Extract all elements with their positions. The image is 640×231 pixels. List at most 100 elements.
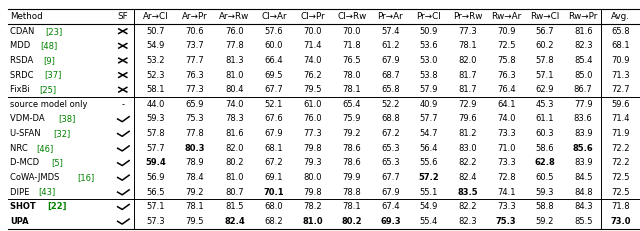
Text: 50.7: 50.7 <box>146 27 164 36</box>
Text: U-SFAN: U-SFAN <box>10 129 44 138</box>
Text: Pr→Cl: Pr→Cl <box>417 12 442 21</box>
Text: 53.8: 53.8 <box>420 71 438 79</box>
Text: Cl→Pr: Cl→Pr <box>300 12 325 21</box>
Text: 59.3: 59.3 <box>146 115 164 123</box>
Text: Pr→Ar: Pr→Ar <box>378 12 403 21</box>
Text: 70.0: 70.0 <box>342 27 361 36</box>
Text: 75.9: 75.9 <box>342 115 361 123</box>
Text: [5]: [5] <box>51 158 63 167</box>
Text: 76.0: 76.0 <box>303 115 322 123</box>
Text: 61.2: 61.2 <box>381 41 400 50</box>
Text: 79.5: 79.5 <box>186 217 204 226</box>
Text: 71.4: 71.4 <box>303 41 322 50</box>
Text: 56.9: 56.9 <box>146 173 164 182</box>
Text: 78.1: 78.1 <box>342 202 361 211</box>
Text: 54.9: 54.9 <box>420 202 438 211</box>
Text: 82.3: 82.3 <box>574 41 593 50</box>
Text: 68.0: 68.0 <box>265 202 284 211</box>
Text: 70.6: 70.6 <box>186 27 204 36</box>
Text: 58.8: 58.8 <box>536 202 554 211</box>
Text: 57.9: 57.9 <box>420 85 438 94</box>
Text: 78.2: 78.2 <box>303 202 322 211</box>
Text: 68.8: 68.8 <box>381 115 400 123</box>
Text: 81.0: 81.0 <box>225 71 244 79</box>
Text: 79.2: 79.2 <box>186 188 204 197</box>
Text: 71.4: 71.4 <box>611 115 630 123</box>
Text: 70.9: 70.9 <box>611 56 630 65</box>
Text: 82.4: 82.4 <box>224 217 245 226</box>
Text: 59.6: 59.6 <box>611 100 630 109</box>
Text: 76.3: 76.3 <box>497 71 516 79</box>
Text: 53.2: 53.2 <box>146 56 164 65</box>
Text: 60.2: 60.2 <box>536 41 554 50</box>
Text: 70.9: 70.9 <box>497 27 516 36</box>
Text: 78.1: 78.1 <box>458 41 477 50</box>
Text: 78.4: 78.4 <box>186 173 204 182</box>
Text: 54.9: 54.9 <box>146 41 164 50</box>
Text: 68.1: 68.1 <box>611 41 630 50</box>
Text: 72.5: 72.5 <box>611 173 630 182</box>
Text: 68.2: 68.2 <box>265 217 284 226</box>
Text: [43]: [43] <box>38 188 56 197</box>
Text: 73.0: 73.0 <box>611 217 631 226</box>
Text: Method: Method <box>10 12 43 21</box>
Text: 73.3: 73.3 <box>497 202 516 211</box>
Text: 71.3: 71.3 <box>611 71 630 79</box>
Text: 67.2: 67.2 <box>265 158 284 167</box>
Text: 68.7: 68.7 <box>381 71 400 79</box>
Text: 84.5: 84.5 <box>574 173 593 182</box>
Text: 77.9: 77.9 <box>574 100 593 109</box>
Text: 80.4: 80.4 <box>225 85 244 94</box>
Text: source model only: source model only <box>10 100 88 109</box>
Text: Cl→Rw: Cl→Rw <box>337 12 366 21</box>
Text: 85.6: 85.6 <box>573 144 594 153</box>
Text: Pr→Rw: Pr→Rw <box>452 12 482 21</box>
Text: 67.9: 67.9 <box>381 188 400 197</box>
Text: 61.0: 61.0 <box>303 100 322 109</box>
Text: 52.1: 52.1 <box>265 100 283 109</box>
Text: 78.9: 78.9 <box>186 158 204 167</box>
Text: 57.8: 57.8 <box>146 129 164 138</box>
Text: SHOT: SHOT <box>10 202 39 211</box>
Text: 77.3: 77.3 <box>186 85 204 94</box>
Text: 74.0: 74.0 <box>225 100 244 109</box>
Text: 79.8: 79.8 <box>303 188 322 197</box>
Text: 65.4: 65.4 <box>342 100 361 109</box>
Text: 75.3: 75.3 <box>496 217 516 226</box>
Text: Rw→Ar: Rw→Ar <box>491 12 522 21</box>
Text: 82.2: 82.2 <box>458 158 477 167</box>
Text: FixBi: FixBi <box>10 85 33 94</box>
Text: 57.4: 57.4 <box>381 27 400 36</box>
Text: [48]: [48] <box>40 41 57 50</box>
Text: [22]: [22] <box>47 202 67 211</box>
Text: 60.3: 60.3 <box>536 129 554 138</box>
Text: 77.3: 77.3 <box>458 27 477 36</box>
Text: 82.4: 82.4 <box>458 173 477 182</box>
Text: 81.6: 81.6 <box>574 27 593 36</box>
Text: 59.4: 59.4 <box>145 158 166 167</box>
Text: [25]: [25] <box>39 85 56 94</box>
Text: 69.3: 69.3 <box>380 217 401 226</box>
Text: [46]: [46] <box>36 144 54 153</box>
Text: 78.1: 78.1 <box>186 202 204 211</box>
Text: UPA: UPA <box>10 217 29 226</box>
Text: 54.7: 54.7 <box>420 129 438 138</box>
Text: 65.3: 65.3 <box>381 158 400 167</box>
Text: 67.2: 67.2 <box>381 129 400 138</box>
Text: 56.7: 56.7 <box>536 27 554 36</box>
Text: 58.6: 58.6 <box>536 144 554 153</box>
Text: 75.8: 75.8 <box>497 56 516 65</box>
Text: 81.0: 81.0 <box>225 173 244 182</box>
Text: 78.1: 78.1 <box>342 85 361 94</box>
Text: 71.8: 71.8 <box>342 41 361 50</box>
Text: Ar→Rw: Ar→Rw <box>220 12 250 21</box>
Text: 85.4: 85.4 <box>574 56 593 65</box>
Text: Avg.: Avg. <box>611 12 630 21</box>
Text: [38]: [38] <box>58 115 76 123</box>
Text: 65.9: 65.9 <box>186 100 204 109</box>
Text: 72.5: 72.5 <box>497 41 516 50</box>
Text: 67.6: 67.6 <box>264 115 284 123</box>
Text: 77.8: 77.8 <box>186 129 204 138</box>
Text: 68.1: 68.1 <box>265 144 284 153</box>
Text: NRC: NRC <box>10 144 31 153</box>
